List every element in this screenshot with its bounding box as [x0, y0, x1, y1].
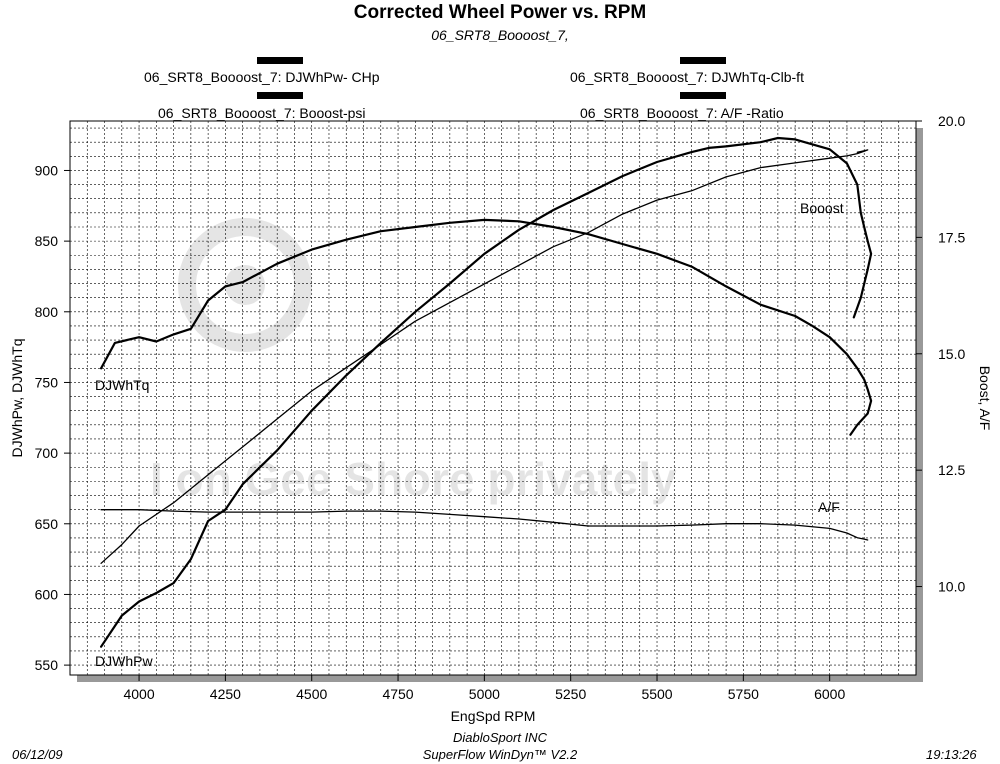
x-tick-label: 5500	[641, 686, 672, 702]
chart-title: Corrected Wheel Power vs. RPM	[353, 2, 647, 23]
x-tick-label: 4250	[210, 686, 241, 702]
x-tick-label: 6000	[814, 686, 845, 702]
x-tick-label: 5000	[469, 686, 500, 702]
series-line-booost	[100, 149, 869, 564]
y-left-tick-label: 900	[35, 162, 59, 178]
legend-af-swatch	[680, 92, 726, 99]
legend-power-label: 06_SRT8_Boooost_7: DJWhPw- CHp	[144, 69, 380, 85]
series-labels: DJWhPw DJWhTq Booost A/F	[95, 200, 844, 669]
y-left-tick-label: 650	[35, 516, 59, 532]
grid	[70, 121, 916, 675]
y-left-tick-label: 550	[35, 657, 59, 673]
series-group	[99, 136, 873, 648]
legend-af-label: 06_SRT8_Boooost_7: A/F -Ratio	[580, 105, 784, 121]
chart-subtitle: 06_SRT8_Boooost_7,	[431, 27, 569, 43]
y-left-tick-label: 800	[35, 304, 59, 320]
series-line-a-f	[100, 509, 869, 541]
y-left-axis-label: DJWhPw, DJWhTq	[9, 338, 25, 457]
series-line-djwhpw	[99, 136, 873, 648]
y-right-tick-label: 20.0	[938, 113, 965, 129]
x-axis-label: EngSpd RPM	[451, 708, 536, 724]
y-right-tick-label: 12.5	[938, 462, 965, 478]
legend-boost-swatch	[257, 92, 303, 99]
y-left-tick-label: 750	[35, 374, 59, 390]
axis-ticks: 4000 4250 4500 4750 5000 5250 5500 5750 6000 550 6…	[9, 113, 993, 724]
y-right-tick-label: 15.0	[938, 346, 965, 362]
footer-software: SuperFlow WinDyn™ V2.2	[422, 747, 578, 762]
legend-torque-label: 06_SRT8_Boooost_7: DJWhTq-Clb-ft	[570, 69, 804, 85]
y-left-tick-label: 850	[35, 233, 59, 249]
series-line-djwhtq	[99, 218, 873, 436]
y-left-tick-label: 600	[35, 586, 59, 602]
x-tick-label: 5250	[555, 686, 586, 702]
plot-area	[69, 120, 917, 676]
x-tick-label: 4500	[296, 686, 327, 702]
series-label-booost: Booost	[800, 200, 844, 216]
legend-torque-swatch	[680, 57, 726, 64]
series-label-a-f: A/F	[818, 499, 840, 515]
footer-company: DiabloSport INC	[453, 730, 547, 745]
series-label-djwhtq: DJWhTq	[95, 377, 149, 393]
x-tick-label: 5750	[728, 686, 759, 702]
watermark-text: I on Gee Shore privately	[150, 453, 677, 505]
x-tick-label: 4750	[382, 686, 413, 702]
x-tick-label: 4000	[123, 686, 154, 702]
y-right-axis-label: Boost, A/F	[977, 366, 993, 431]
footer-time: 19:13:26	[926, 747, 977, 762]
legend-power-swatch	[257, 57, 303, 64]
y-right-tick-label: 17.5	[938, 229, 965, 245]
y-right-tick-label: 10.0	[938, 579, 965, 595]
legend-boost-label: 06_SRT8_Boooost_7: Booost-psi	[158, 105, 366, 121]
footer-date: 06/12/09	[12, 747, 63, 762]
y-left-tick-label: 700	[35, 445, 59, 461]
series-label-djwhpw: DJWhPw	[95, 653, 153, 669]
